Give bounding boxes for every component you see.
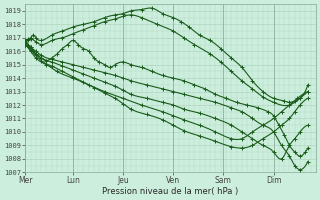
X-axis label: Pression niveau de la mer( hPa ): Pression niveau de la mer( hPa )	[102, 187, 239, 196]
